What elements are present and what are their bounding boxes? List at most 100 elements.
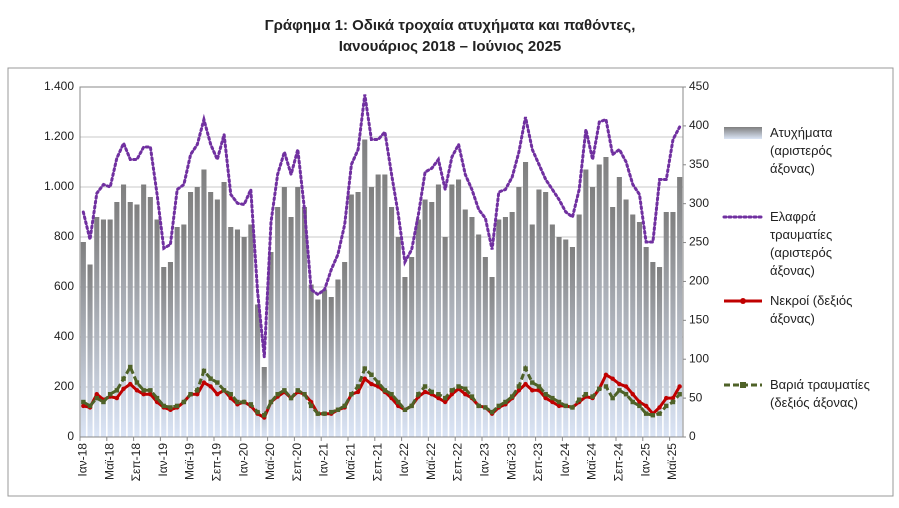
line-marker bbox=[630, 392, 635, 397]
line-marker bbox=[268, 399, 274, 405]
bar bbox=[516, 187, 522, 437]
line-marker bbox=[275, 392, 280, 397]
bar bbox=[489, 277, 495, 437]
bar bbox=[630, 214, 636, 437]
line-marker bbox=[657, 405, 662, 410]
bar bbox=[442, 237, 448, 437]
line-marker bbox=[583, 392, 589, 397]
line-marker bbox=[315, 411, 321, 416]
x-tick-label: Μαϊ-25 bbox=[665, 443, 679, 480]
legend-label: Ατυχήματα (αριστερός άξονας) bbox=[770, 125, 833, 176]
line-marker bbox=[228, 395, 233, 401]
bar bbox=[382, 174, 388, 437]
line-marker bbox=[295, 388, 300, 393]
bar bbox=[456, 179, 462, 437]
y-tick-label: 0 bbox=[67, 429, 74, 443]
line-marker bbox=[195, 388, 200, 393]
line-marker bbox=[208, 376, 213, 381]
line-marker bbox=[235, 399, 240, 405]
line-marker bbox=[449, 392, 455, 397]
bar bbox=[429, 202, 435, 437]
bar bbox=[167, 262, 173, 437]
line-marker bbox=[623, 384, 629, 389]
chart-title: Γράφημα 1: Οδικά τροχαία ατυχήματα και π… bbox=[265, 17, 636, 34]
line-marker bbox=[409, 403, 414, 409]
line-marker bbox=[610, 376, 615, 381]
legend-label: Βαριά τραυματίες (δεξιός άξονας) bbox=[770, 377, 870, 410]
line-marker bbox=[603, 372, 609, 377]
bar bbox=[301, 207, 307, 437]
line-marker bbox=[148, 392, 153, 397]
line-marker bbox=[436, 392, 441, 397]
line-marker bbox=[94, 395, 99, 401]
line-marker bbox=[335, 407, 341, 412]
line-marker bbox=[523, 381, 528, 387]
line-marker bbox=[623, 392, 629, 397]
line-marker bbox=[483, 405, 488, 410]
bar bbox=[134, 204, 140, 437]
bar bbox=[107, 219, 113, 437]
y2-tick-label: 100 bbox=[689, 351, 709, 365]
x-tick-label: Ιαν-21 bbox=[317, 443, 331, 477]
bar bbox=[268, 252, 274, 437]
bar bbox=[496, 219, 502, 437]
bar bbox=[462, 209, 468, 437]
line-marker bbox=[643, 411, 649, 416]
line-marker bbox=[121, 376, 126, 381]
bar bbox=[362, 139, 368, 437]
line-marker bbox=[422, 389, 428, 395]
bar bbox=[161, 267, 167, 437]
bar bbox=[502, 217, 508, 437]
y2-tick-label: 250 bbox=[689, 235, 709, 249]
bar bbox=[523, 162, 529, 437]
bar bbox=[529, 224, 535, 437]
legend-marker bbox=[740, 382, 746, 388]
x-tick-label: Ιαν-19 bbox=[156, 443, 170, 477]
line-marker bbox=[342, 403, 347, 409]
bar bbox=[643, 247, 649, 437]
bar bbox=[342, 262, 348, 437]
line-marker bbox=[402, 407, 408, 412]
line-marker bbox=[516, 384, 522, 389]
line-marker bbox=[489, 409, 495, 415]
bar bbox=[476, 234, 482, 437]
legend-item: Βαριά τραυματίες (δεξιός άξονας) bbox=[722, 376, 882, 460]
line-marker bbox=[550, 399, 555, 405]
line-marker bbox=[148, 388, 153, 393]
bar bbox=[610, 207, 616, 437]
x-tick-label: Σεπ-24 bbox=[612, 443, 626, 482]
line-marker bbox=[141, 388, 146, 393]
bar bbox=[576, 214, 582, 437]
line-marker bbox=[375, 380, 381, 385]
line-marker bbox=[201, 380, 207, 385]
chart-title: Ιανουάριος 2018 – Ιούνιος 2025 bbox=[339, 38, 562, 55]
bar bbox=[87, 264, 93, 437]
y-tick-label: 400 bbox=[54, 329, 74, 343]
chart-frame bbox=[7, 67, 894, 497]
bar bbox=[389, 207, 395, 437]
bar bbox=[422, 199, 428, 437]
bar bbox=[670, 212, 676, 437]
line-marker bbox=[369, 372, 374, 377]
line-marker bbox=[154, 395, 160, 401]
bar bbox=[181, 224, 187, 437]
line-marker bbox=[496, 403, 501, 409]
y-tick-label: 1.200 bbox=[44, 129, 74, 143]
bar bbox=[208, 192, 214, 437]
bar bbox=[677, 177, 683, 437]
line-marker bbox=[677, 392, 682, 397]
y2-tick-label: 350 bbox=[689, 157, 709, 171]
line-marker bbox=[389, 392, 394, 397]
line-marker bbox=[463, 386, 468, 391]
line-marker bbox=[81, 399, 86, 405]
line-marker bbox=[215, 380, 220, 385]
bar bbox=[449, 184, 455, 437]
line-marker bbox=[422, 384, 428, 389]
bar bbox=[563, 239, 569, 437]
bar bbox=[569, 247, 575, 437]
y-tick-label: 800 bbox=[54, 229, 74, 243]
legend-item: Νεκροί (δεξιός άξονας) bbox=[722, 292, 882, 376]
line-marker bbox=[523, 366, 528, 371]
bar bbox=[348, 194, 354, 437]
